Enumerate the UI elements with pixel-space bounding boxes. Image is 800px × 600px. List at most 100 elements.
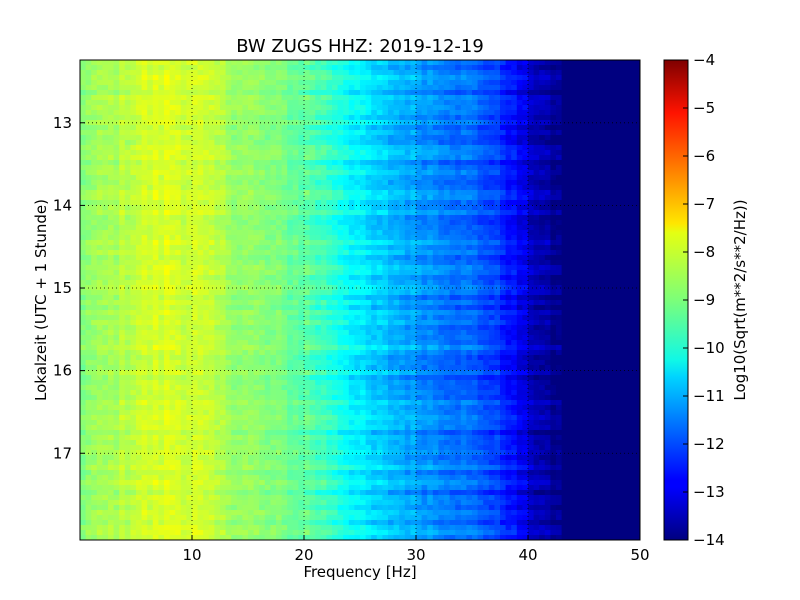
heatmap-cell bbox=[427, 155, 434, 161]
heatmap-cell bbox=[231, 110, 238, 116]
heatmap-cell bbox=[119, 75, 126, 81]
heatmap-cell bbox=[612, 115, 619, 121]
heatmap-cell bbox=[264, 110, 271, 116]
heatmap-cell bbox=[404, 105, 411, 111]
heatmap-cell bbox=[158, 200, 165, 206]
heatmap-cell bbox=[152, 85, 159, 91]
heatmap-cell bbox=[141, 85, 148, 91]
heatmap-cell bbox=[304, 275, 311, 281]
heatmap-cell bbox=[192, 155, 199, 161]
heatmap-cell bbox=[444, 130, 451, 136]
heatmap-cell bbox=[292, 80, 299, 86]
heatmap-cell bbox=[416, 270, 423, 276]
heatmap-cell bbox=[612, 200, 619, 206]
heatmap-cell bbox=[595, 135, 602, 141]
heatmap-cell bbox=[141, 80, 148, 86]
heatmap-cell bbox=[600, 195, 607, 201]
heatmap-cell bbox=[606, 270, 613, 276]
heatmap-cell bbox=[628, 215, 635, 221]
heatmap-cell bbox=[589, 105, 596, 111]
heatmap-cell bbox=[231, 210, 238, 216]
heatmap-cell bbox=[348, 80, 355, 86]
heatmap-cell bbox=[404, 160, 411, 166]
heatmap-cell bbox=[634, 115, 640, 121]
heatmap-cell bbox=[192, 260, 199, 266]
heatmap-cell bbox=[119, 270, 126, 276]
heatmap-cell bbox=[388, 255, 395, 261]
heatmap-cell bbox=[158, 205, 165, 211]
heatmap-cell bbox=[320, 280, 327, 286]
heatmap-cell bbox=[169, 275, 176, 281]
heatmap-cell bbox=[399, 100, 406, 106]
heatmap-cell bbox=[180, 285, 187, 291]
heatmap-cell bbox=[304, 75, 311, 81]
heatmap-cell bbox=[556, 60, 563, 66]
heatmap-cell bbox=[438, 190, 445, 196]
heatmap-cell bbox=[539, 205, 546, 211]
heatmap-cell bbox=[292, 300, 299, 306]
heatmap-cell bbox=[270, 165, 277, 171]
heatmap-cell bbox=[589, 290, 596, 296]
heatmap-cell bbox=[483, 140, 490, 146]
heatmap-cell bbox=[544, 175, 551, 181]
heatmap-cell bbox=[315, 140, 322, 146]
heatmap-cell bbox=[343, 270, 350, 276]
heatmap-cell bbox=[343, 210, 350, 216]
heatmap-cell bbox=[399, 115, 406, 121]
heatmap-cell bbox=[113, 140, 120, 146]
heatmap-cell bbox=[595, 100, 602, 106]
heatmap-cell bbox=[348, 280, 355, 286]
heatmap-cell bbox=[572, 135, 579, 141]
heatmap-cell bbox=[494, 195, 501, 201]
heatmap-cell bbox=[421, 275, 428, 281]
heatmap-cell bbox=[175, 170, 182, 176]
heatmap-cell bbox=[147, 240, 154, 246]
heatmap-cell bbox=[270, 225, 277, 231]
heatmap-cell bbox=[472, 90, 479, 96]
heatmap-cell bbox=[320, 195, 327, 201]
heatmap-cell bbox=[561, 130, 568, 136]
heatmap-cell bbox=[136, 135, 143, 141]
heatmap-cell bbox=[326, 110, 333, 116]
heatmap-cell bbox=[449, 250, 456, 256]
heatmap-cell bbox=[225, 280, 232, 286]
heatmap-cell bbox=[326, 290, 333, 296]
heatmap-cell bbox=[399, 175, 406, 181]
heatmap-cell bbox=[264, 145, 271, 151]
heatmap-cell bbox=[483, 305, 490, 311]
heatmap-cell bbox=[315, 135, 322, 141]
heatmap-cell bbox=[292, 175, 299, 181]
heatmap-cell bbox=[175, 130, 182, 136]
heatmap-cell bbox=[91, 125, 98, 131]
heatmap-cell bbox=[455, 180, 462, 186]
heatmap-cell bbox=[80, 165, 87, 171]
heatmap-cell bbox=[164, 95, 171, 101]
heatmap-cell bbox=[550, 160, 557, 166]
heatmap-cell bbox=[253, 290, 260, 296]
heatmap-cell bbox=[175, 305, 182, 311]
heatmap-cell bbox=[488, 135, 495, 141]
heatmap-cell bbox=[102, 200, 109, 206]
heatmap-cell bbox=[259, 95, 266, 101]
heatmap-cell bbox=[427, 215, 434, 221]
heatmap-cell bbox=[220, 130, 227, 136]
heatmap-cell bbox=[248, 250, 255, 256]
heatmap-cell bbox=[472, 200, 479, 206]
heatmap-cell bbox=[102, 70, 109, 76]
heatmap-cell bbox=[175, 95, 182, 101]
heatmap-cell bbox=[192, 245, 199, 251]
heatmap-cell bbox=[276, 180, 283, 186]
heatmap-cell bbox=[444, 165, 451, 171]
heatmap-cell bbox=[332, 165, 339, 171]
heatmap-cell bbox=[410, 230, 417, 236]
heatmap-cell bbox=[410, 255, 417, 261]
heatmap-cell bbox=[236, 80, 243, 86]
heatmap-cell bbox=[455, 175, 462, 181]
heatmap-cell bbox=[561, 195, 568, 201]
heatmap-cell bbox=[225, 180, 232, 186]
heatmap-cell bbox=[612, 150, 619, 156]
heatmap-cell bbox=[628, 220, 635, 226]
heatmap-cell bbox=[175, 90, 182, 96]
heatmap-cell bbox=[214, 115, 221, 121]
heatmap-cell bbox=[561, 260, 568, 266]
